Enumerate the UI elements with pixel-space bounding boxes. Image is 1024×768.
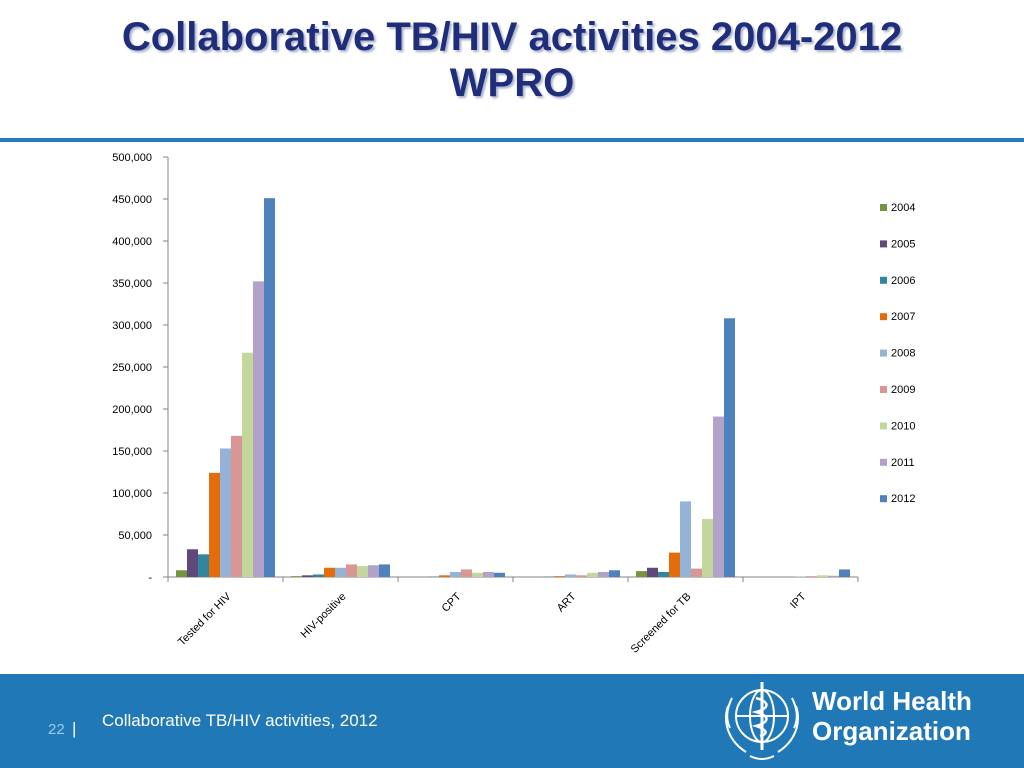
legend-label: 2011 — [891, 457, 915, 469]
slide-title-line1: Collaborative TB/HIV activities 2004-201… — [121, 15, 903, 59]
bar — [231, 435, 242, 577]
legend-label: 2005 — [891, 238, 915, 250]
page-number: 22 — [48, 721, 65, 738]
y-tick-label: 400,000 — [112, 236, 152, 248]
bar — [209, 472, 220, 577]
bar — [576, 575, 587, 577]
bar — [680, 501, 691, 577]
legend-label: 2007 — [891, 311, 915, 323]
bar — [220, 448, 231, 577]
slide-title-line2: WPRO — [449, 61, 575, 105]
bar — [198, 554, 209, 577]
legend-swatch — [880, 240, 887, 248]
organization-name-line1: World Health — [812, 686, 972, 716]
bar — [368, 565, 379, 577]
bar — [828, 575, 839, 577]
legend-label: 2009 — [891, 384, 915, 396]
bar — [472, 572, 483, 577]
bar — [187, 549, 198, 577]
bar — [691, 568, 702, 577]
y-tick-label: 50,000 — [118, 530, 152, 542]
bar — [291, 576, 302, 577]
y-tick-label: 150,000 — [112, 446, 152, 458]
y-tick-label: 100,000 — [112, 488, 152, 500]
y-tick-label: 200,000 — [112, 404, 152, 416]
bar — [379, 564, 390, 577]
bar — [461, 569, 472, 577]
bar — [554, 576, 565, 577]
chart-axes: - 50,000 100,000 150,000 200,000 250,000 300,0… — [112, 152, 859, 656]
bar — [839, 569, 850, 577]
legend-label: 2004 — [891, 202, 915, 214]
bar — [253, 281, 264, 577]
bar — [669, 552, 680, 577]
who-emblem-icon — [725, 682, 799, 760]
chart-legend: 2004 2005 2006 2007 2008 2009 2010 2011 2012 — [880, 202, 915, 505]
bar — [439, 575, 450, 577]
bar — [242, 352, 253, 577]
x-category-label: ART — [555, 590, 579, 614]
title-divider — [0, 138, 1024, 142]
bar — [357, 566, 368, 577]
bar — [724, 318, 735, 577]
bar — [702, 519, 713, 577]
bar-chart: - 50,000 100,000 150,000 200,000 250,000 300,0… — [112, 152, 915, 656]
legend-label: 2012 — [891, 493, 915, 505]
legend-swatch — [880, 276, 887, 284]
footer-band — [0, 674, 1024, 768]
bar — [658, 571, 669, 577]
footer-text: Collaborative TB/HIV activities, 2012 — [102, 711, 378, 730]
bar — [609, 570, 620, 577]
bar — [346, 564, 357, 577]
x-category-label: Screened for TB — [629, 591, 694, 656]
legend-swatch — [880, 349, 887, 357]
legend-swatch — [880, 422, 887, 430]
x-category-label: Tested for HIV — [176, 590, 234, 648]
legend-swatch — [880, 204, 887, 211]
bar — [817, 575, 828, 577]
bar — [450, 571, 461, 577]
legend-swatch — [880, 495, 887, 503]
bar — [324, 567, 335, 577]
y-tick-label: 350,000 — [112, 278, 152, 290]
bar — [587, 572, 598, 577]
bar — [176, 570, 187, 577]
bar — [598, 571, 609, 577]
bar — [806, 576, 817, 577]
legend-label: 2008 — [891, 348, 915, 360]
y-tick-label: 250,000 — [112, 362, 152, 374]
bar — [483, 571, 494, 577]
x-category-label: CPT — [440, 590, 464, 614]
y-tick-label: 300,000 — [112, 320, 152, 332]
legend-swatch — [880, 458, 887, 466]
legend-swatch — [880, 386, 887, 393]
legend-label: 2006 — [891, 275, 915, 287]
legend-swatch — [880, 313, 887, 321]
bar — [335, 567, 346, 577]
bar — [636, 571, 647, 577]
y-tick-label: - — [148, 572, 152, 584]
legend-label: 2010 — [891, 420, 915, 432]
y-tick-label: 500,000 — [112, 152, 152, 164]
bar — [264, 198, 275, 577]
slide-title: Collaborative TB/HIV activities 2004-201… — [0, 14, 1024, 106]
bar — [302, 575, 313, 577]
bar — [647, 567, 658, 577]
x-category-label: HIV-positive — [299, 591, 349, 641]
bar — [313, 574, 324, 577]
organization-logo: World Health Organization — [812, 686, 972, 746]
bar — [565, 574, 576, 577]
chart-bars — [176, 198, 850, 577]
y-tick-label: 450,000 — [112, 194, 152, 206]
bar — [494, 572, 505, 577]
bar — [713, 416, 724, 577]
page-separator: | — [72, 719, 77, 738]
organization-name-line2: Organization — [812, 716, 971, 746]
x-category-label: IPT — [788, 590, 809, 611]
